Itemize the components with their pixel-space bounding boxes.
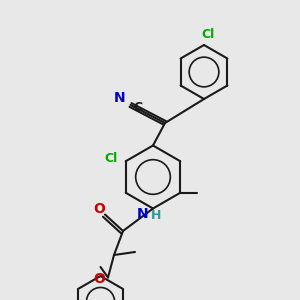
Text: N: N [137,207,148,221]
Text: Cl: Cl [104,152,117,165]
Text: H: H [151,209,161,222]
Text: N: N [114,92,126,105]
Text: O: O [94,272,106,286]
Text: Cl: Cl [202,28,215,41]
Text: O: O [93,202,105,216]
Text: C: C [134,100,142,114]
